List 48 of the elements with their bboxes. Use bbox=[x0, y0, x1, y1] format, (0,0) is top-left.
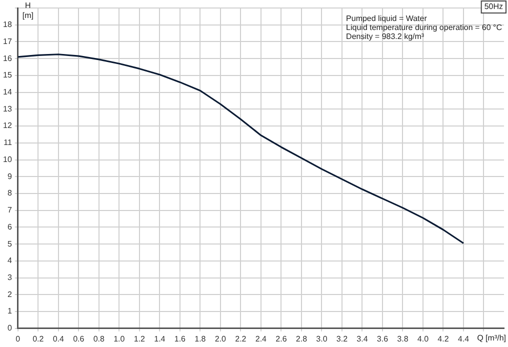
y-tick-label: 13 bbox=[2, 104, 12, 114]
x-tick-label: 1.2 bbox=[134, 334, 146, 344]
y-tick-label: 16 bbox=[2, 54, 12, 63]
x-tick-label: 3.2 bbox=[336, 334, 348, 344]
x-tick-label: 0.8 bbox=[93, 334, 106, 344]
annotation: Pumped liquid = Water bbox=[346, 14, 428, 24]
x-tick-label: 3.0 bbox=[316, 334, 328, 344]
annotation: Density = 983.2 kg/m³ bbox=[346, 32, 424, 42]
y-tick-label: 10 bbox=[2, 154, 12, 164]
y-tick-label: 9 bbox=[7, 172, 12, 181]
x-tick-label: 0.2 bbox=[32, 334, 44, 344]
y-tick-label: 4 bbox=[7, 256, 12, 266]
x-axis-title: Q [m³/h] bbox=[477, 334, 506, 343]
x-tick-label: 2.8 bbox=[296, 334, 308, 344]
y-tick-label: 5 bbox=[7, 239, 12, 248]
x-tick-label: 2.4 bbox=[255, 334, 268, 344]
y-tick-label: 14 bbox=[2, 88, 12, 97]
annotation: Liquid temperature during operation = 60 °C bbox=[346, 23, 502, 32]
x-tick-label: 4.4 bbox=[458, 334, 470, 344]
x-tick-label: 1.4 bbox=[154, 334, 166, 344]
x-tick-label: 1.6 bbox=[174, 334, 186, 344]
y-tick-label: 11 bbox=[4, 138, 12, 148]
y-tick-label: 12 bbox=[2, 121, 12, 130]
y-tick-label: 3 bbox=[7, 273, 12, 282]
x-tick-label: 1.8 bbox=[194, 334, 206, 344]
y-tick-label: 18 bbox=[2, 20, 12, 30]
x-tick-label: 1.0 bbox=[114, 334, 126, 344]
x-tick-label: 2.6 bbox=[276, 334, 288, 344]
y-tick-label: 6 bbox=[7, 222, 12, 232]
y-tick-label: 8 bbox=[7, 188, 12, 198]
y-tick-label: 17 bbox=[2, 36, 12, 46]
y-tick-label: 1 bbox=[7, 306, 12, 316]
x-tick-label: 4.0 bbox=[417, 334, 430, 344]
x-tick-label: 0.6 bbox=[73, 334, 85, 344]
chart-title: 50Hz bbox=[484, 2, 503, 12]
x-tick-label: 2.2 bbox=[235, 334, 247, 344]
y-axis-title: H [m] bbox=[22, 1, 34, 20]
y-tick-label: 0 bbox=[7, 324, 12, 333]
y-tick-label: 15 bbox=[2, 70, 12, 80]
x-tick-label: 3.6 bbox=[376, 334, 389, 344]
x-tick-label: 3.4 bbox=[356, 334, 368, 344]
y-tick-label: 2 bbox=[7, 290, 12, 299]
x-tick-label: 4.2 bbox=[438, 334, 450, 344]
x-tick-label: 2.0 bbox=[214, 334, 227, 344]
y-tick-label: 7 bbox=[7, 206, 12, 215]
x-tick-label: 0 bbox=[16, 334, 21, 344]
x-tick-label: 3.8 bbox=[397, 334, 409, 344]
x-tick-label: 0.4 bbox=[52, 334, 65, 344]
